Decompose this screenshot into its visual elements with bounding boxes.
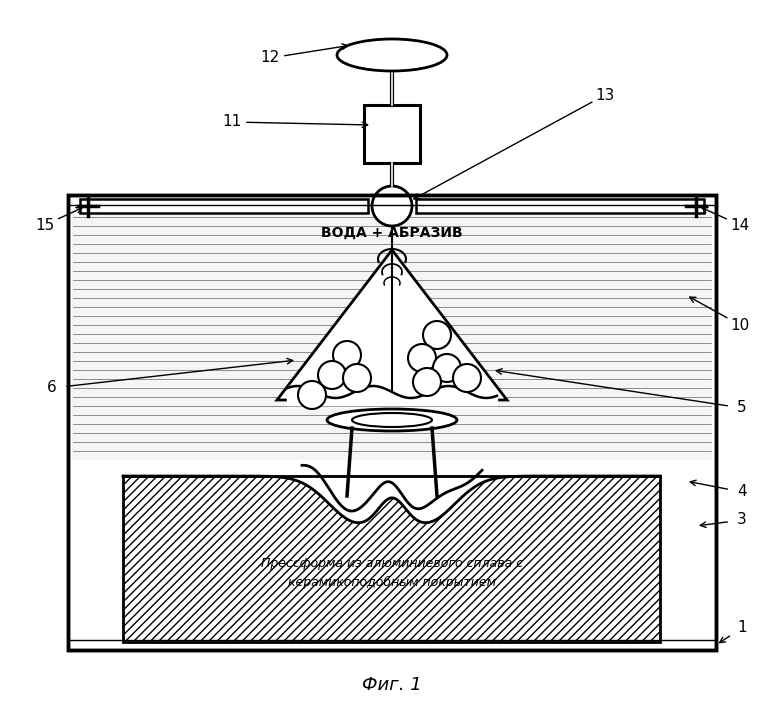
- Circle shape: [453, 364, 481, 392]
- Text: 11: 11: [222, 115, 242, 130]
- Bar: [72, 211, 712, 460]
- Circle shape: [413, 368, 441, 396]
- Text: 1: 1: [737, 620, 746, 636]
- Text: 5: 5: [737, 401, 746, 416]
- Ellipse shape: [337, 39, 447, 71]
- Text: Фиг. 1: Фиг. 1: [362, 676, 422, 694]
- Text: 3: 3: [737, 513, 747, 527]
- Circle shape: [423, 321, 451, 349]
- Circle shape: [433, 354, 461, 382]
- Circle shape: [408, 344, 436, 372]
- Ellipse shape: [352, 413, 432, 427]
- Bar: [123, 476, 660, 642]
- Bar: [68, 195, 716, 650]
- Text: ВОДА + АБРАЗИВ: ВОДА + АБРАЗИВ: [321, 226, 463, 240]
- Polygon shape: [277, 250, 507, 400]
- Text: керамикоподобным покрытием: керамикоподобным покрытием: [288, 576, 496, 588]
- Circle shape: [333, 341, 361, 369]
- Circle shape: [372, 186, 412, 226]
- Polygon shape: [123, 476, 660, 523]
- Text: 4: 4: [737, 484, 746, 500]
- Circle shape: [298, 381, 326, 409]
- Text: Прессформа из алюминиевого сплава с: Прессформа из алюминиевого сплава с: [261, 556, 523, 569]
- Text: 13: 13: [595, 88, 615, 103]
- Text: 14: 14: [730, 217, 750, 232]
- Ellipse shape: [327, 409, 457, 431]
- Circle shape: [343, 364, 371, 392]
- Bar: [80, 199, 368, 213]
- Text: 15: 15: [35, 217, 55, 232]
- Bar: [416, 199, 704, 213]
- Text: 6: 6: [47, 380, 57, 396]
- Circle shape: [318, 361, 346, 389]
- Text: 10: 10: [730, 317, 750, 333]
- Bar: [68, 195, 716, 650]
- Text: 12: 12: [261, 50, 279, 66]
- Bar: [364, 105, 420, 163]
